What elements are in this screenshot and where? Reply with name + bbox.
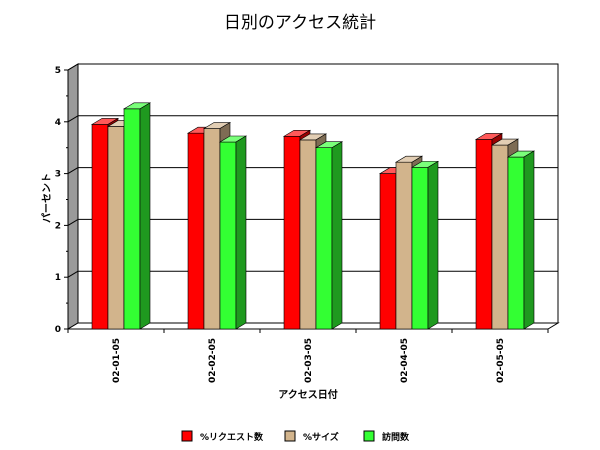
bar-front xyxy=(411,167,429,330)
gridline-side xyxy=(67,115,79,123)
gridline-side xyxy=(67,270,79,278)
bar-front xyxy=(187,132,205,330)
bar xyxy=(506,150,536,330)
legend-swatch xyxy=(363,430,375,442)
bar-front xyxy=(299,139,317,330)
legend-label: %リクエスト数 xyxy=(200,431,264,443)
x-tick-label: 02-04-05 xyxy=(400,338,410,383)
bar-front xyxy=(219,141,237,330)
y-tick-label: 4 xyxy=(55,118,61,128)
y-tick-label: 1 xyxy=(55,273,61,283)
bar-front xyxy=(315,147,333,330)
chart-title: 日別のアクセス統計 xyxy=(224,13,376,33)
bar-front xyxy=(507,156,525,330)
bar xyxy=(314,141,344,330)
y-tick-label: 0 xyxy=(55,325,61,335)
bar-front xyxy=(491,144,509,330)
bar-front xyxy=(283,136,301,330)
bar-front xyxy=(395,161,413,330)
legend-swatch xyxy=(284,430,296,442)
bar-front xyxy=(203,128,221,330)
gridline-side xyxy=(67,167,79,175)
bar xyxy=(122,102,152,330)
bar-front xyxy=(475,139,493,330)
x-axis-label: アクセス日付 xyxy=(278,388,338,401)
bar-side xyxy=(235,135,247,330)
legend-item: %サイズ xyxy=(284,430,339,443)
bar-side xyxy=(139,102,151,330)
bar xyxy=(218,135,248,330)
y-tick-label: 3 xyxy=(55,170,61,180)
bar-front xyxy=(107,126,125,330)
bar-front xyxy=(379,173,397,330)
legend-label: %サイズ xyxy=(303,431,339,443)
y-tick-label: 2 xyxy=(55,221,61,231)
bar-side xyxy=(427,160,439,330)
bar-front xyxy=(123,108,141,330)
bar-side xyxy=(331,141,343,330)
x-tick-label: 02-02-05 xyxy=(208,338,218,383)
plot-side-wall xyxy=(67,63,79,330)
legend-item: %リクエスト数 xyxy=(181,430,264,443)
legend-swatch xyxy=(181,430,193,442)
x-tick-label: 02-01-05 xyxy=(112,338,122,383)
bar xyxy=(410,160,440,330)
y-tick-label: 5 xyxy=(55,66,61,76)
legend-item: 訪問数 xyxy=(363,430,410,443)
x-tick-label: 02-05-05 xyxy=(496,338,506,383)
gridline-side xyxy=(67,63,79,71)
bar-side xyxy=(523,150,535,330)
y-axis-label: パーセント xyxy=(41,173,53,223)
gridline-side xyxy=(67,218,79,226)
x-tick-label: 02-03-05 xyxy=(304,338,314,383)
bar-front xyxy=(91,124,109,330)
legend-label: 訪問数 xyxy=(382,431,410,443)
